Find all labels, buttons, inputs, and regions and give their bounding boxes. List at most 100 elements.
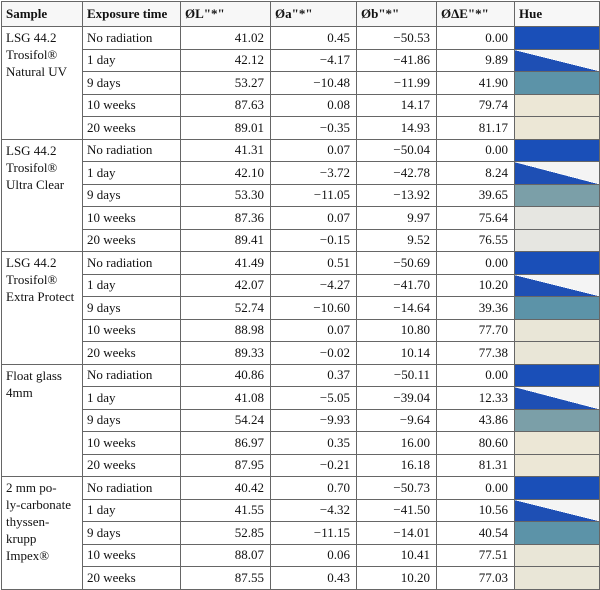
sample-name-line: Impex® — [6, 548, 50, 563]
sample-name-line: Extra Protect — [6, 289, 75, 304]
l-star-value: 87.55 — [180, 566, 271, 590]
delta-e-value: 0.00 — [436, 138, 515, 162]
hue-swatch-cell — [514, 386, 600, 410]
hue-swatch — [515, 274, 599, 296]
b-star-value: −41.86 — [356, 48, 437, 72]
exposure-time-cell: 20 weeks — [82, 566, 181, 590]
b-star-value: 9.52 — [356, 228, 437, 252]
hue-swatch-cell — [514, 71, 600, 95]
delta-e-value: 0.00 — [436, 476, 515, 500]
exposure-time-cell: 9 days — [82, 408, 181, 432]
hue-swatch-cell — [514, 341, 600, 365]
l-star-value: 87.95 — [180, 453, 271, 477]
hue-swatch — [515, 387, 599, 409]
sample-name-line: Trosifol® — [6, 159, 58, 175]
hue-swatch — [515, 72, 599, 94]
l-star-value: 53.30 — [180, 183, 271, 207]
b-star-value: 14.17 — [356, 93, 437, 117]
header-exposure-time: Exposure time — [82, 1, 181, 27]
b-star-value: 9.97 — [356, 206, 437, 230]
delta-e-value: 79.74 — [436, 93, 515, 117]
exposure-time-cell: 1 day — [82, 386, 181, 410]
exposure-time-cell: 1 day — [82, 161, 181, 185]
a-star-value: 0.70 — [270, 476, 357, 500]
table-row: 2 mm po-ly-carbonate thyssen-krupp Impex® N… — [1, 476, 600, 590]
hue-swatch — [515, 409, 599, 431]
delta-e-value: 0.00 — [436, 251, 515, 275]
sample-name-line: krupp — [6, 531, 37, 546]
hue-swatch-cell — [514, 363, 600, 387]
header-a-star: Øa"*" — [270, 1, 357, 27]
hue-swatch — [515, 252, 599, 274]
b-star-value: −50.04 — [356, 138, 437, 162]
exposure-time-cell: 20 weeks — [82, 341, 181, 365]
sample-name-cell: LSG 44.2 Trosifol® Ultra Clear — [1, 138, 83, 252]
header-hue: Hue — [514, 1, 600, 27]
table-row: 1 day 41.08 −5.05 −39.04 12.33 — [2, 386, 600, 410]
hue-swatch-cell — [514, 566, 600, 590]
hue-swatch — [515, 117, 599, 139]
l-star-value: 87.36 — [180, 206, 271, 230]
exposure-time-cell: 9 days — [82, 183, 181, 207]
b-star-value: −13.92 — [356, 183, 437, 207]
a-star-value: −0.35 — [270, 116, 357, 140]
a-star-value: 0.43 — [270, 566, 357, 590]
hue-swatch-cell — [514, 318, 600, 342]
header-l-star: ØL"*" — [180, 1, 271, 27]
b-star-value: −11.99 — [356, 71, 437, 95]
exposure-time-cell: 1 day — [82, 498, 181, 522]
hue-swatch-cell — [514, 453, 600, 477]
b-star-value: 14.93 — [356, 116, 437, 140]
table-row: 20 weeks 89.41 −0.15 9.52 76.55 — [2, 228, 600, 252]
table-row: 20 weeks 89.33 −0.02 10.14 77.38 — [2, 341, 600, 365]
exposure-time-cell: No radiation — [82, 363, 181, 387]
exposure-time-cell: 20 weeks — [82, 116, 181, 140]
table-row: 20 weeks 87.55 0.43 10.20 77.03 — [2, 566, 600, 590]
hue-swatch-cell — [514, 296, 600, 320]
b-star-value: −50.53 — [356, 26, 437, 50]
l-star-value: 89.41 — [180, 228, 271, 252]
hue-swatch — [515, 454, 599, 476]
a-star-value: 0.08 — [270, 93, 357, 117]
sample-name-line: LSG 44.2 — [6, 255, 57, 270]
exposure-time-cell: 10 weeks — [82, 431, 181, 455]
delta-e-value: 10.20 — [436, 273, 515, 297]
table-row: 20 weeks 89.01 −0.35 14.93 81.17 — [2, 116, 600, 140]
sample-name-cell: LSG 44.2 Trosifol® Extra Protect — [1, 251, 83, 365]
header-delta-e: ØΔE"*" — [436, 1, 515, 27]
b-star-value: −50.69 — [356, 251, 437, 275]
a-star-value: 0.07 — [270, 318, 357, 342]
sample-name-line: 4mm — [6, 384, 33, 400]
l-star-value: 89.33 — [180, 341, 271, 365]
table-row: LSG 44.2 Trosifol® Natural UV No radiation 4… — [1, 26, 600, 140]
delta-e-value: 39.36 — [436, 296, 515, 320]
a-star-value: −5.05 — [270, 386, 357, 410]
table-row: 20 weeks 87.95 −0.21 16.18 81.31 — [2, 453, 600, 477]
hue-swatch-cell — [514, 498, 600, 522]
sample-name-line: 2 mm po- — [6, 480, 57, 495]
delta-e-value: 41.90 — [436, 71, 515, 95]
l-star-value: 54.24 — [180, 408, 271, 432]
b-star-value: −41.70 — [356, 273, 437, 297]
hue-swatch — [515, 229, 599, 251]
hue-swatch — [515, 432, 599, 454]
exposure-time-cell: 9 days — [82, 71, 181, 95]
hue-swatch-cell — [514, 251, 600, 275]
b-star-value: 10.41 — [356, 543, 437, 567]
a-star-value: −4.17 — [270, 48, 357, 72]
l-star-value: 86.97 — [180, 431, 271, 455]
hue-swatch-cell — [514, 543, 600, 567]
table-row: LSG 44.2 Trosifol® Ultra Clear No radiation… — [1, 138, 600, 252]
l-star-value: 42.07 — [180, 273, 271, 297]
exposure-time-cell: 9 days — [82, 521, 181, 545]
table-row: 1 day 42.07 −4.27 −41.70 10.20 — [2, 273, 600, 297]
l-star-value: 42.12 — [180, 48, 271, 72]
a-star-value: −0.21 — [270, 453, 357, 477]
table-row: LSG 44.2 Trosifol® Extra Protect No radiati… — [1, 251, 600, 365]
hue-swatch-cell — [514, 161, 600, 185]
hue-swatch — [515, 499, 599, 521]
exposure-time-cell: 20 weeks — [82, 228, 181, 252]
table-row: 1 day 42.10 −3.72 −42.78 8.24 — [2, 161, 600, 185]
a-star-value: −9.93 — [270, 408, 357, 432]
